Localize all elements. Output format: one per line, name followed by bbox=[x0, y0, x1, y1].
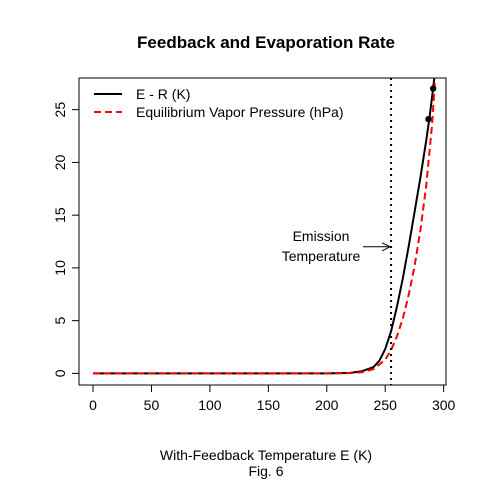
plot-area bbox=[78, 77, 447, 386]
series-line-1 bbox=[93, 78, 437, 375]
y-tick-label: 15 bbox=[52, 207, 68, 223]
figure-caption: Fig. 6 bbox=[248, 463, 283, 479]
y-tick-label: 20 bbox=[52, 154, 68, 170]
y-tick-label: 5 bbox=[52, 317, 68, 325]
x-tick-label: 150 bbox=[257, 397, 281, 413]
x-tick-label: 50 bbox=[144, 397, 160, 413]
data-point bbox=[429, 85, 437, 92]
series-layer bbox=[93, 78, 437, 375]
x-axis: 0 50 100 150 200 250 300 bbox=[89, 384, 456, 413]
x-tick-label: 300 bbox=[432, 397, 456, 413]
annotation-layer: Emission Temperature bbox=[282, 78, 393, 385]
y-tick-label: 25 bbox=[52, 102, 68, 118]
legend-label-e-r: E - R (K) bbox=[136, 86, 190, 102]
annotation-text-1: Temperature bbox=[282, 248, 361, 264]
x-tick-label: 250 bbox=[374, 397, 398, 413]
annotation-text-0: Emission bbox=[293, 228, 350, 244]
chart-title: Feedback and Evaporation Rate bbox=[137, 33, 395, 52]
y-tick-label: 0 bbox=[52, 369, 68, 377]
x-tick-label: 200 bbox=[315, 397, 339, 413]
x-axis-label: With-Feedback Temperature E (K) bbox=[160, 447, 372, 463]
legend-label-vapor-pressure: Equilibrium Vapor Pressure (hPa) bbox=[136, 104, 344, 120]
y-tick-label: 10 bbox=[52, 260, 68, 276]
series-line-0 bbox=[93, 78, 436, 375]
data-point bbox=[425, 115, 432, 123]
x-tick-label: 0 bbox=[89, 397, 97, 413]
annotation-arrowhead bbox=[381, 242, 392, 252]
legend: E - R (K) Equilibrium Vapor Pressure (hP… bbox=[94, 86, 344, 120]
y-axis: 0 5 10 15 20 25 bbox=[52, 102, 80, 377]
x-tick-label: 100 bbox=[198, 397, 222, 413]
